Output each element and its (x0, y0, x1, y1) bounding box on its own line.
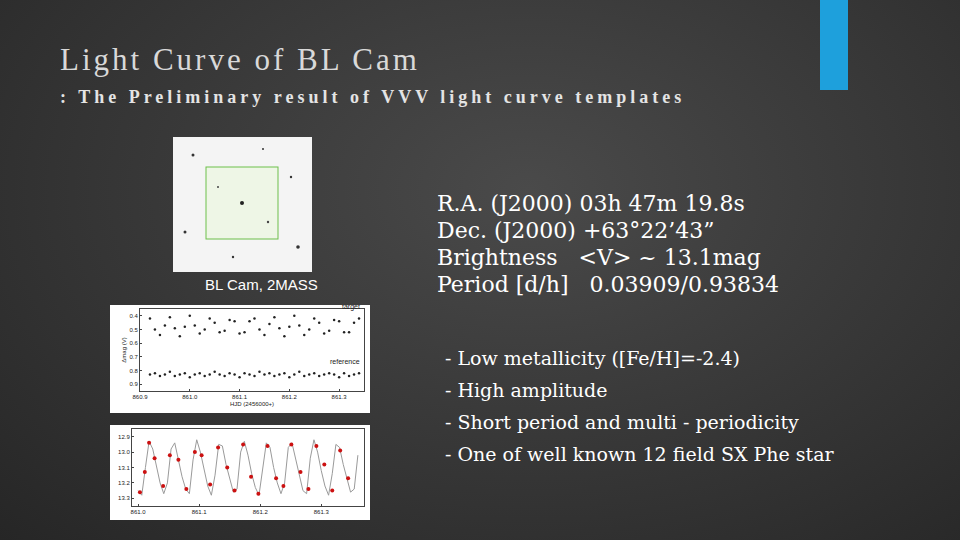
html-text:Dec. (J2000) +63°22’43”: Dec. (J2000) +63°22’43” (437, 218, 715, 243)
html-text:- Short period and multi - per: - Short period and multi - periodicity (445, 411, 799, 433)
html-text:Brightness <V> ~ 13.1mag: Brightness <V> ~ 13.1mag (437, 245, 761, 270)
html-text:Light Curve of BL Cam: Light Curve of BL Cam (60, 42, 420, 77)
html-text:: The Preliminary result of VV: : The Preliminary result of VVV light cu… (60, 87, 686, 107)
svg-text:861.0: 861.0 (131, 509, 147, 515)
svg-text:860.9: 860.9 (132, 394, 148, 400)
svg-text:13.1: 13.1 (118, 465, 130, 471)
html-text:- Low metallicity ([Fe/H]=-2.4: - Low metallicity ([Fe/H]=-2.4) (445, 347, 740, 369)
svg-text:0.6: 0.6 (129, 340, 138, 346)
svg-text:861.2: 861.2 (253, 509, 269, 515)
svg-text:861.3: 861.3 (314, 509, 330, 515)
svg-text:13.3: 13.3 (118, 495, 130, 501)
svg-text:861.0: 861.0 (182, 394, 198, 400)
svg-text:0.4: 0.4 (129, 313, 138, 319)
svg-text:target: target (342, 305, 360, 311)
svg-text:13.2: 13.2 (118, 480, 130, 486)
html-text:- High amplitude: - High amplitude (445, 379, 608, 401)
html-text:- One of well known 12 field S: - One of well known 12 field SX Phe star (445, 443, 834, 465)
svg-text:861.3: 861.3 (332, 394, 348, 400)
svg-text:13.0: 13.0 (118, 449, 130, 455)
svg-text:HJD (2456000+): HJD (2456000+) (230, 401, 274, 407)
svg-text:0.9: 0.9 (129, 381, 138, 387)
svg-text:0.7: 0.7 (129, 354, 138, 360)
svg-text:861.1: 861.1 (232, 394, 248, 400)
svg-text:861.2: 861.2 (282, 394, 298, 400)
svg-text:Δmag (V): Δmag (V) (121, 337, 127, 362)
svg-text:861.1: 861.1 (192, 509, 208, 515)
svg-text:reference: reference (330, 358, 360, 365)
html-text:BL Cam, 2MASS: BL Cam, 2MASS (205, 276, 318, 293)
svg-text:12.9: 12.9 (118, 434, 130, 440)
svg-text:0.8: 0.8 (129, 368, 138, 374)
html-text:R.A. (J2000) 03h 47m 19.8s: R.A. (J2000) 03h 47m 19.8s (437, 191, 745, 216)
svg-text:0.5: 0.5 (129, 327, 138, 333)
html-text:Period [d/h] 0.03909/0.93834: Period [d/h] 0.03909/0.93834 (437, 272, 779, 297)
